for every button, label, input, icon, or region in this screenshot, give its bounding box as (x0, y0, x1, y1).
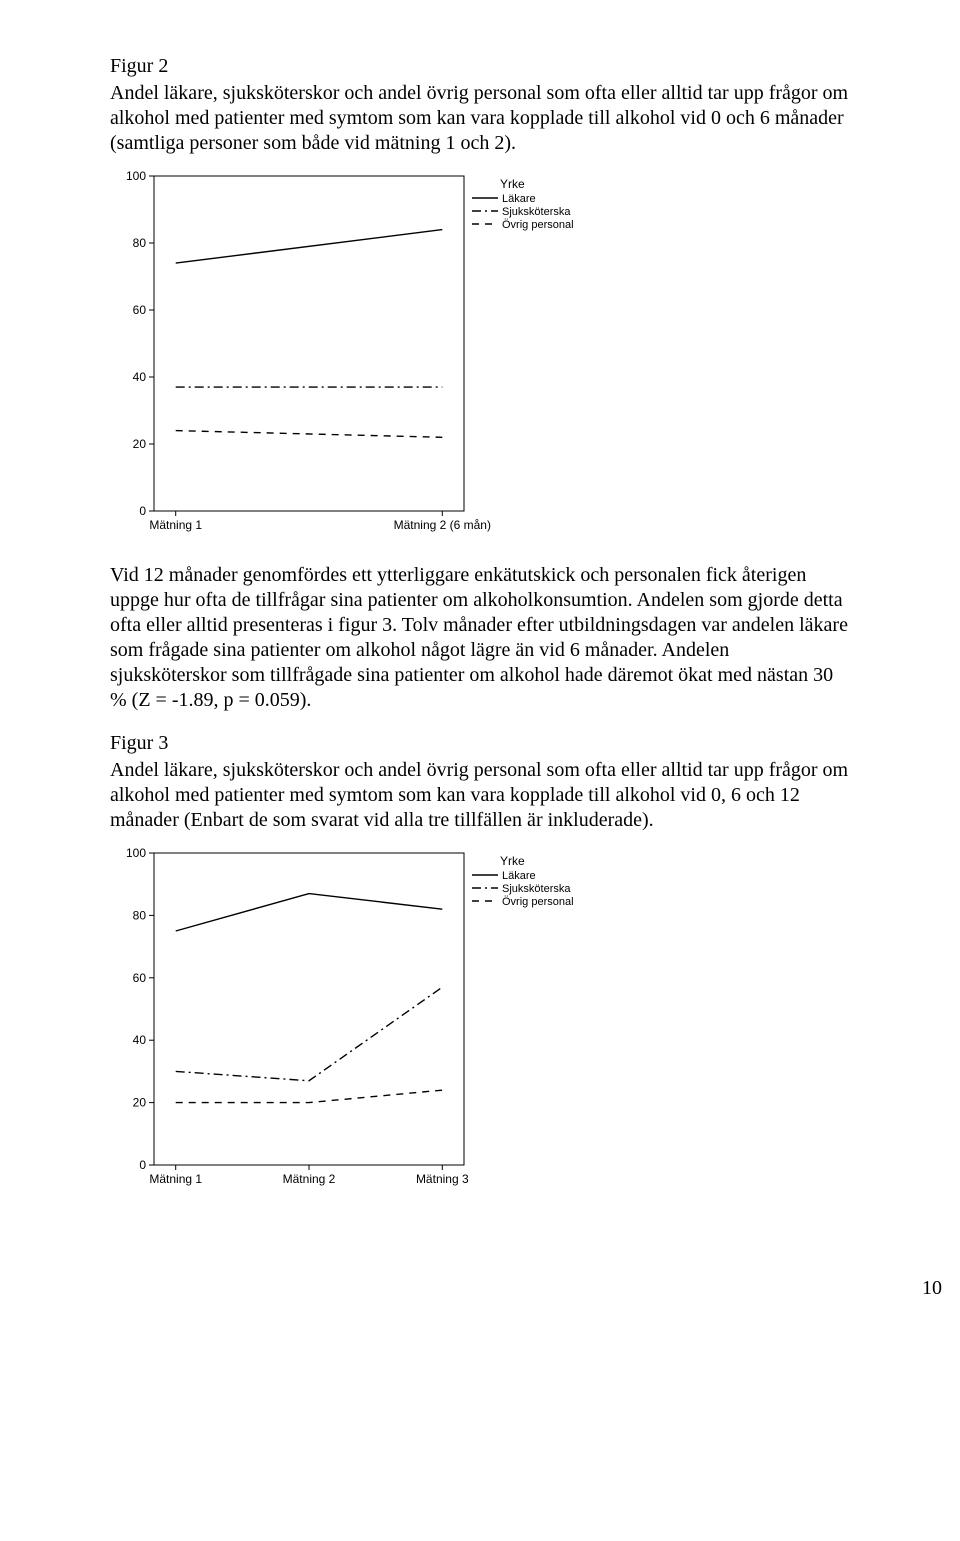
svg-text:20: 20 (133, 437, 147, 451)
svg-text:20: 20 (133, 1096, 147, 1110)
svg-text:60: 60 (133, 971, 147, 985)
figure2-chart: 0 20 40 60 80 100 Mätning 1 Mätning 2 (6 mån) Yr… (110, 166, 850, 537)
svg-text:Övrig personal: Övrig personal (502, 219, 574, 231)
svg-text:Mätning 2: Mätning 2 (283, 1172, 336, 1186)
svg-text:80: 80 (133, 908, 147, 922)
body-paragraph: Vid 12 månader genomfördes ett ytterligg… (110, 563, 850, 713)
svg-text:40: 40 (133, 370, 147, 384)
svg-text:60: 60 (133, 303, 147, 317)
svg-text:Sjuksköterska: Sjuksköterska (502, 206, 571, 218)
figure3-caption: Andel läkare, sjuksköterskor och andel ö… (110, 758, 850, 833)
figure2-title: Figur 2 (110, 54, 850, 79)
svg-text:0: 0 (139, 504, 146, 518)
svg-text:0: 0 (139, 1158, 146, 1172)
svg-text:Mätning 2 (6 mån): Mätning 2 (6 mån) (394, 518, 491, 532)
svg-text:Yrke: Yrke (500, 177, 525, 191)
svg-text:Mätning 1: Mätning 1 (149, 518, 202, 532)
svg-text:Läkare: Läkare (502, 193, 536, 205)
svg-text:Yrke: Yrke (500, 854, 525, 868)
figure3-chart: 0 20 40 60 80 100 Mätning 1 Mätning 2 Mätning 3 Y… (110, 843, 850, 1191)
svg-text:Mätning 1: Mätning 1 (149, 1172, 202, 1186)
svg-text:80: 80 (133, 236, 147, 250)
svg-text:Sjuksköterska: Sjuksköterska (502, 883, 571, 895)
svg-text:100: 100 (126, 846, 146, 860)
svg-text:Mätning 3: Mätning 3 (416, 1172, 469, 1186)
svg-text:100: 100 (126, 169, 146, 183)
svg-text:Läkare: Läkare (502, 870, 536, 882)
figure3-title: Figur 3 (110, 731, 850, 756)
figure2-caption: Andel läkare, sjuksköterskor och andel ö… (110, 81, 850, 156)
svg-text:Övrig personal: Övrig personal (502, 896, 574, 908)
svg-text:40: 40 (133, 1033, 147, 1047)
page-content: Figur 2 Andel läkare, sjuksköterskor och… (0, 0, 960, 1257)
page-number: 10 (0, 1257, 960, 1300)
